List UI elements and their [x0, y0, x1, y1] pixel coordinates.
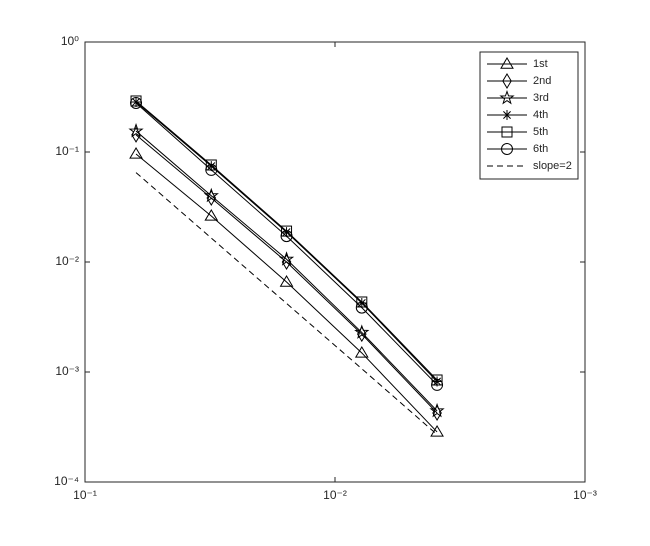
- series-line: [135, 130, 438, 412]
- marker: [206, 161, 217, 172]
- marker: [500, 57, 514, 69]
- marker: [279, 275, 294, 287]
- legend-label: 3rd: [533, 92, 549, 104]
- marker: [204, 209, 219, 221]
- marker: [278, 251, 295, 266]
- marker: [501, 143, 513, 155]
- series-line: [135, 172, 438, 435]
- y-tick-label: 10⁻⁴: [54, 474, 79, 488]
- marker: [205, 163, 218, 176]
- legend-label: 2nd: [533, 75, 551, 87]
- marker: [502, 73, 512, 89]
- y-tick-label: 10⁻¹: [55, 144, 79, 158]
- x-tick-label: 10⁻²: [323, 488, 347, 502]
- x-tick-label: 10⁻³: [573, 488, 597, 502]
- marker: [354, 345, 369, 358]
- marker: [131, 96, 142, 107]
- marker: [129, 146, 143, 159]
- series-line: [135, 153, 438, 433]
- legend-label: 1st: [533, 58, 548, 70]
- marker: [354, 324, 370, 339]
- marker: [128, 123, 144, 138]
- marker: [502, 110, 512, 120]
- marker: [281, 227, 292, 238]
- marker: [357, 326, 367, 343]
- marker: [280, 230, 293, 243]
- marker: [501, 126, 513, 138]
- marker: [430, 424, 444, 437]
- legend-label: 4th: [533, 109, 548, 121]
- y-tick-label: 10⁻³: [55, 364, 79, 378]
- legend-label: 5th: [533, 126, 548, 138]
- marker: [356, 297, 367, 308]
- marker: [355, 301, 368, 314]
- y-tick-label: 10⁻²: [55, 254, 79, 268]
- marker: [431, 378, 444, 391]
- marker: [203, 187, 219, 203]
- legend: 1st 2nd 3rd 4th 5th 6th slope=2: [479, 51, 579, 180]
- x-tick-label: 10⁻¹: [73, 488, 97, 502]
- marker: [499, 89, 515, 105]
- marker: [432, 376, 443, 387]
- series-line: [135, 102, 438, 386]
- marker: [429, 402, 445, 418]
- marker: [130, 96, 143, 109]
- y-tick-label: 10⁰: [61, 34, 79, 48]
- legend-label: 6th: [533, 143, 548, 155]
- marker: [432, 405, 442, 421]
- marker: [206, 190, 217, 206]
- legend-label: slope=2: [533, 160, 572, 172]
